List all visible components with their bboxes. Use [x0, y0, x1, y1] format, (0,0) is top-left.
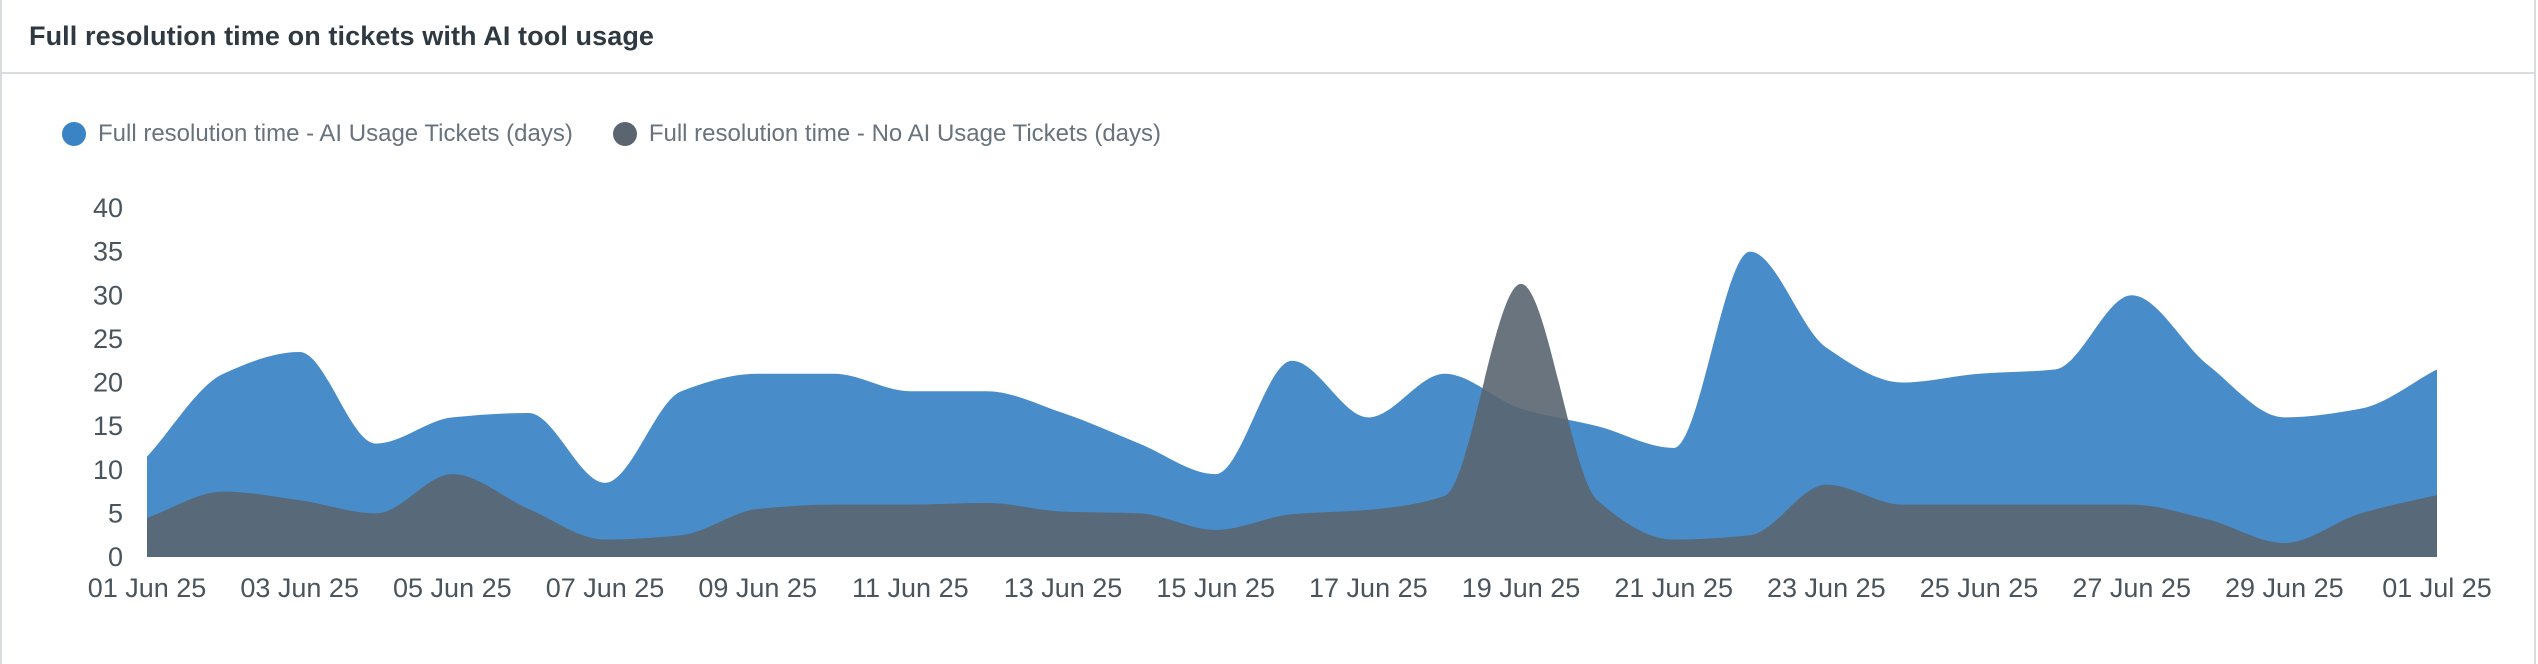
y-tick-label: 25	[93, 324, 123, 354]
panel-title: Full resolution time on tickets with AI …	[29, 20, 655, 51]
series-area-ai-usage[interactable]	[147, 251, 2437, 557]
y-tick-label: 5	[108, 498, 123, 528]
x-tick-label: 03 Jun 25	[240, 573, 359, 603]
x-tick-label: 29 Jun 25	[2225, 573, 2344, 603]
x-tick-label: 17 Jun 25	[1309, 573, 1428, 603]
x-tick-label: 07 Jun 25	[546, 573, 665, 603]
legend-label: Full resolution time - No AI Usage Ticke…	[648, 120, 1162, 147]
x-tick-label: 09 Jun 25	[698, 573, 817, 603]
y-tick-label: 35	[93, 237, 123, 267]
panel-header: Full resolution time on tickets with AI …	[2, 0, 2534, 74]
y-tick-label: 0	[108, 542, 123, 572]
x-tick-label: 01 Jul 25	[2382, 573, 2492, 603]
legend-dot-icon	[612, 122, 637, 146]
series-area-no-ai-usage[interactable]	[147, 283, 2437, 557]
x-tick-label: 23 Jun 25	[1767, 573, 1886, 603]
legend-item-no-ai-usage[interactable]: Full resolution time - No AI Usage Ticke…	[612, 120, 1162, 148]
legend-item-ai-usage[interactable]: Full resolution time - AI Usage Tickets …	[62, 120, 573, 148]
x-tick-label: 05 Jun 25	[393, 573, 512, 603]
x-axis: 01 Jun 25 03 Jun 25 05 Jun 25 07 Jun 25 09 J…	[88, 573, 2492, 603]
chart-series	[146, 251, 2438, 557]
y-tick-label: 30	[93, 280, 123, 310]
x-tick-label: 11 Jun 25	[852, 573, 969, 603]
x-tick-label: 13 Jun 25	[1004, 573, 1123, 603]
x-tick-label: 01 Jun 25	[88, 573, 207, 603]
y-tick-label: 40	[93, 193, 123, 223]
y-tick-label: 10	[93, 455, 123, 485]
x-tick-label: 21 Jun 25	[1614, 573, 1733, 603]
x-tick-label: 27 Jun 25	[2072, 573, 2191, 603]
chart-legend: Full resolution time - AI Usage Tickets …	[62, 120, 1201, 148]
x-tick-label: 15 Jun 25	[1156, 573, 1275, 603]
y-axis: 40 35 30 25 20 15 10 5 0	[93, 193, 123, 572]
x-tick-label: 25 Jun 25	[1920, 573, 2039, 603]
legend-label: Full resolution time - AI Usage Tickets …	[98, 120, 573, 147]
y-tick-label: 15	[93, 411, 123, 441]
y-tick-label: 20	[93, 368, 123, 398]
legend-dot-icon	[62, 122, 86, 146]
x-tick-label: 19 Jun 25	[1462, 573, 1581, 603]
